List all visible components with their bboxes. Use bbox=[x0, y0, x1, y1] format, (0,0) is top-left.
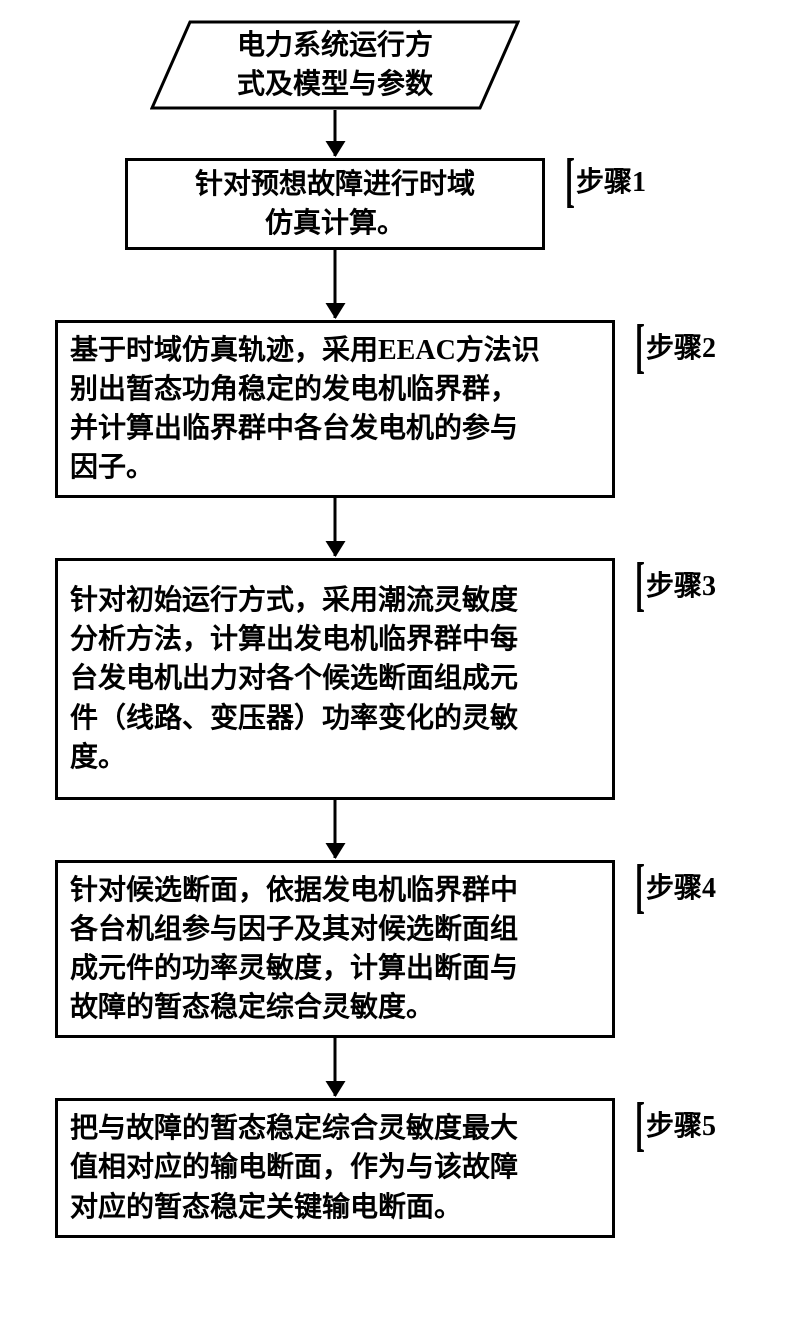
step-4-text: 针对候选断面，依据发电机临界群中各台机组参与因子及其对候选断面组成元件的功率灵敏… bbox=[70, 871, 600, 1028]
step-1-box: 针对预想故障进行时域仿真计算。 bbox=[125, 158, 545, 250]
step-5-text: 把与故障的暂态稳定综合灵敏度最大值相对应的输电断面，作为与该故障对应的暂态稳定关… bbox=[70, 1109, 600, 1227]
arrow-3 bbox=[334, 800, 337, 858]
step-5-label: [ 步骤5 bbox=[630, 1104, 716, 1144]
arrow-4 bbox=[334, 1038, 337, 1096]
arrow-1 bbox=[334, 250, 337, 318]
arrow-2 bbox=[334, 498, 337, 556]
step-1-text: 针对预想故障进行时域仿真计算。 bbox=[195, 165, 475, 243]
step-2-box: 基于时域仿真轨迹，采用EEAC方法识别出暂态功角稳定的发电机临界群，并计算出临界… bbox=[55, 320, 615, 498]
start-node: 电力系统运行方式及模型与参数 bbox=[150, 20, 520, 110]
arrow-0 bbox=[334, 110, 337, 156]
step-1-label: [ 步骤1 bbox=[560, 160, 646, 200]
step-2-text: 基于时域仿真轨迹，采用EEAC方法识别出暂态功角稳定的发电机临界群，并计算出临界… bbox=[70, 331, 600, 488]
step-4-label: [ 步骤4 bbox=[630, 866, 716, 906]
step-3-box: 针对初始运行方式，采用潮流灵敏度分析方法，计算出发电机临界群中每台发电机出力对各… bbox=[55, 558, 615, 800]
step-5-box: 把与故障的暂态稳定综合灵敏度最大值相对应的输电断面，作为与该故障对应的暂态稳定关… bbox=[55, 1098, 615, 1238]
step-3-text: 针对初始运行方式，采用潮流灵敏度分析方法，计算出发电机临界群中每台发电机出力对各… bbox=[70, 581, 600, 777]
step-3-label: [ 步骤3 bbox=[630, 564, 716, 604]
start-label: 电力系统运行方式及模型与参数 bbox=[207, 18, 463, 112]
step-4-box: 针对候选断面，依据发电机临界群中各台机组参与因子及其对候选断面组成元件的功率灵敏… bbox=[55, 860, 615, 1038]
flowchart-canvas: 电力系统运行方式及模型与参数 针对预想故障进行时域仿真计算。 [ 步骤1 基于时… bbox=[0, 0, 800, 1332]
step-2-label: [ 步骤2 bbox=[630, 326, 716, 366]
